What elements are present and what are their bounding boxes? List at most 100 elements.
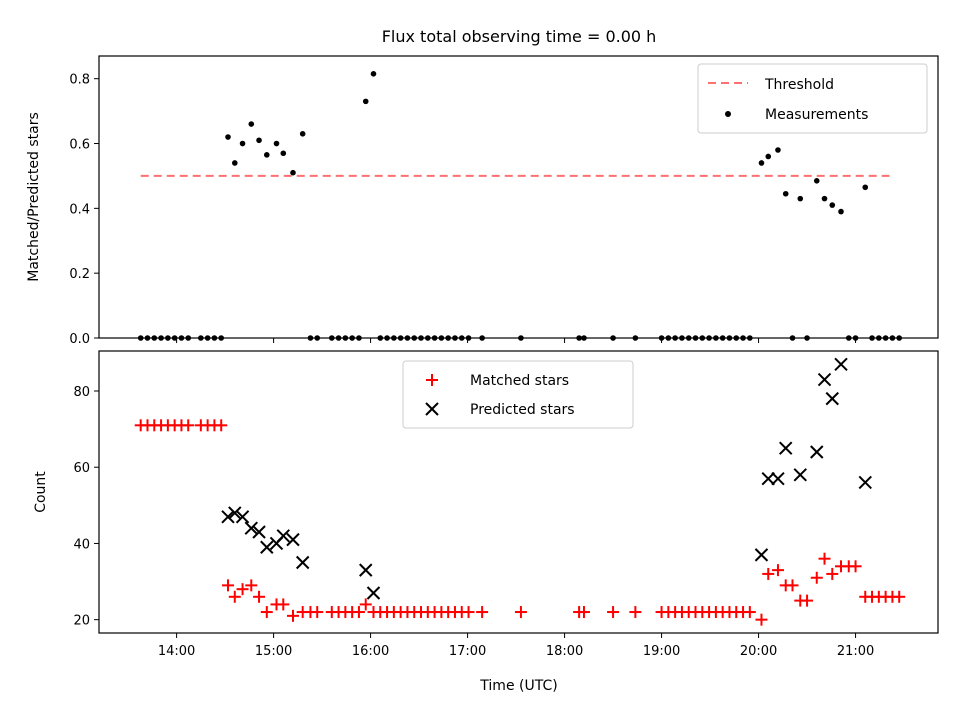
predicted-star-point <box>366 586 381 600</box>
predicted-star-point <box>228 506 242 520</box>
matched-star-point <box>182 419 195 432</box>
measurement-point <box>797 195 804 202</box>
bottom-legend-box <box>402 360 634 429</box>
measurement-point <box>370 71 377 77</box>
predicted-star-point <box>779 441 793 455</box>
measurement-point <box>765 153 772 160</box>
measurement-point <box>290 169 296 176</box>
matched-star-point <box>215 419 228 432</box>
matched-star-point <box>352 606 365 619</box>
top-legend-box <box>697 63 928 134</box>
matched-star-point <box>801 594 814 607</box>
measurement-point <box>782 190 789 197</box>
predicted-star-point <box>834 357 848 372</box>
chart-title: Flux total observing time = 0.00 h <box>382 27 657 46</box>
matched-star-point <box>786 579 799 592</box>
bottom-y-tick-label: 60 <box>73 461 90 476</box>
x-tick-label: 19:00 <box>643 644 680 659</box>
matched-star-point <box>514 606 527 619</box>
bottom-panel: 20 40 60 80 14:00 15:00 16:00 17:00 18:00 19:00 2… <box>33 350 939 694</box>
top-panel: 0.00.20.40.60.8 Matched/Predicted stars … <box>26 55 939 347</box>
predicted-star-point <box>858 475 872 490</box>
matched-star-point <box>607 606 620 619</box>
predicted-star-point <box>793 468 807 482</box>
measurement-point <box>239 140 246 147</box>
measurement-point <box>225 134 231 140</box>
predicted-star-point <box>359 563 373 577</box>
x-tick-label: 18:00 <box>546 644 583 659</box>
matched-star-point <box>893 590 906 603</box>
predicted-star-point <box>761 471 775 486</box>
measurement-point <box>862 184 869 191</box>
legend-threshold-label: Threshold <box>764 77 834 93</box>
bottom-y-tick-label: 40 <box>73 537 90 552</box>
top-axes-frame <box>98 55 939 339</box>
matched-star-point <box>245 579 258 592</box>
matched-star-point <box>228 590 241 603</box>
predicted-star-point <box>260 540 274 554</box>
measurement-point <box>231 160 238 166</box>
top-y-tick-label: 0.8 <box>69 73 90 88</box>
legend-measurements-label: Measurements <box>765 107 868 123</box>
top-legend: Threshold Measurements <box>697 63 928 134</box>
top-y-tick-label: 0.0 <box>69 332 90 347</box>
predicted-star-point <box>221 510 235 524</box>
predicted-star-point <box>825 391 839 406</box>
matched-star-point <box>762 567 775 580</box>
predicted-star-point <box>235 510 250 524</box>
matched-star-point <box>462 606 475 619</box>
matched-star-point <box>810 571 823 584</box>
predicted-star-point <box>771 471 785 486</box>
measurement-point <box>838 208 844 215</box>
x-tick-label: 14:00 <box>158 644 195 659</box>
matched-star-point <box>755 613 768 626</box>
measurement-point <box>273 140 280 147</box>
measurement-point <box>821 195 828 202</box>
matched-star-point <box>629 606 642 619</box>
matched-star-point <box>771 564 784 577</box>
measurement-point <box>248 121 255 127</box>
predicted-star-point <box>810 445 824 459</box>
legend-predicted-swatch <box>425 402 439 416</box>
legend-predicted-label: Predicted stars <box>470 402 575 418</box>
matched-star-point <box>260 606 273 619</box>
predicted-star-point <box>817 372 832 387</box>
legend-measurements-swatch <box>725 111 731 117</box>
matched-star-point <box>277 598 290 611</box>
predicted-star-point <box>244 521 258 535</box>
top-y-tick-label: 0.2 <box>69 267 90 282</box>
measurement-point <box>829 202 836 208</box>
predicted-star-point <box>252 525 266 539</box>
legend-matched-swatch <box>426 374 438 386</box>
matched-star-point <box>577 606 590 619</box>
x-tick-label: 21:00 <box>837 644 874 659</box>
x-tick-label: 16:00 <box>352 644 389 659</box>
legend-matched-label: Matched stars <box>470 373 569 389</box>
measurement-point <box>264 152 270 158</box>
top-y-axis-label: Matched/Predicted stars <box>26 112 42 282</box>
measurement-point <box>813 177 820 184</box>
predicted-star-point <box>276 529 290 543</box>
measurement-point <box>299 130 306 137</box>
matched-star-point <box>222 579 235 592</box>
bottom-y-tick-label: 80 <box>73 385 90 400</box>
predicted-star-point <box>754 548 769 562</box>
x-axis-label: Time (UTC) <box>479 678 557 694</box>
matched-star-point <box>359 598 372 611</box>
bottom-legend: Matched stars Predicted stars <box>402 360 634 429</box>
x-tick-label: 15:00 <box>255 644 292 659</box>
measurement-point <box>362 98 369 105</box>
x-tick-label: 17:00 <box>449 644 486 659</box>
matched-star-point <box>743 606 756 619</box>
matched-star-point <box>253 590 266 603</box>
matched-star-point <box>818 552 831 565</box>
measurement-point <box>256 137 262 144</box>
measurement-point <box>758 160 765 166</box>
matched-star-point <box>236 583 249 596</box>
bottom-axes-frame <box>98 350 939 634</box>
top-y-tick-label: 0.6 <box>69 138 90 153</box>
top-y-tick-label: 0.4 <box>69 202 90 217</box>
measurement-point <box>280 150 287 157</box>
matched-star-point <box>311 606 324 619</box>
